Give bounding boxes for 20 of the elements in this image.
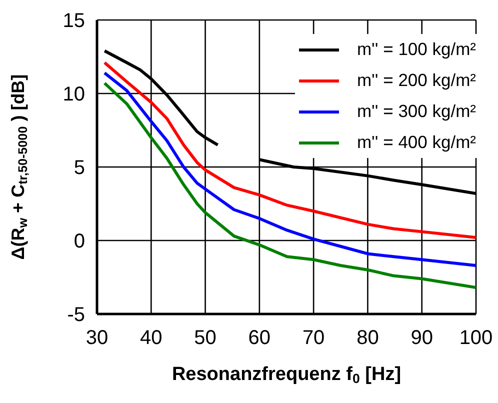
y-tick-label: -5	[67, 304, 85, 326]
legend-label: m'' = 100 kg/m²	[356, 39, 476, 60]
legend-label: m'' = 400 kg/m²	[356, 132, 476, 153]
x-axis-title: Resonanzfrequenz f$_{0}$ [Hz]	[172, 364, 402, 386]
legend-label: m'' = 200 kg/m²	[356, 70, 476, 91]
x-tick-label: 70	[302, 327, 325, 350]
y-tick-label: 0	[74, 230, 85, 253]
x-tick-label: 90	[410, 327, 433, 350]
x-tick-label: 30	[86, 327, 108, 350]
y-tick-label: 10	[62, 84, 85, 106]
y-tick-label: 15	[62, 10, 85, 32]
legend-label: m'' = 300 kg/m²	[356, 101, 476, 122]
x-tick-label: 100	[459, 327, 493, 350]
line-series	[103, 61, 476, 240]
y-tick-label: 5	[74, 157, 85, 180]
line-series	[103, 71, 476, 267]
x-tick-label: 80	[356, 327, 379, 350]
x-tick-label: 60	[248, 327, 271, 350]
x-tick-label: 40	[140, 327, 162, 350]
x-tick-label: 50	[194, 327, 216, 350]
